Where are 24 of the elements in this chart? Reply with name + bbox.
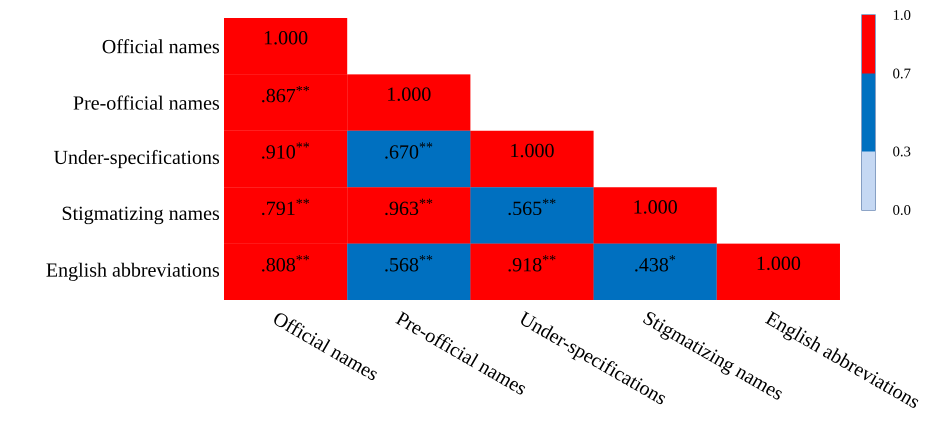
color-bar-label: 1.0 [894, 10, 910, 20]
data-label: .565$^{**}$ [508, 198, 556, 216]
data-label: .963$^{**}$ [385, 198, 432, 216]
y-tick-label: English abbreviations [46, 262, 220, 281]
color-bar-label: 0.7 [893, 68, 910, 78]
data-label: 1.000 [758, 256, 800, 270]
data-label: .438$^{*}$ [635, 255, 676, 272]
y-tick-label: Under-specifications [54, 150, 220, 168]
data-label: .808$^{**}$ [262, 255, 310, 272]
y-tick-label: Pre-official names [74, 95, 220, 110]
data-label: 1.000 [264, 30, 308, 45]
data-label: .918$^{**}$ [508, 255, 556, 272]
data-label: 1.000 [388, 87, 431, 101]
data-label: .910$^{**}$ [262, 142, 310, 159]
color-bar-label: 0.3 [893, 146, 910, 156]
data-label: .670$^{**}$ [385, 142, 432, 159]
data-label: .791$^{**}$ [262, 198, 310, 216]
y-tick-label: Stigmatizing names [62, 206, 220, 224]
y-tick-label: Official names [102, 39, 220, 54]
data-label: 1.000 [511, 144, 554, 158]
color-bar-label: 0.0 [893, 205, 910, 215]
data-label: .568$^{**}$ [385, 255, 432, 272]
data-label: 1.000 [634, 200, 677, 214]
data-label: .867$^{**}$ [262, 86, 310, 102]
